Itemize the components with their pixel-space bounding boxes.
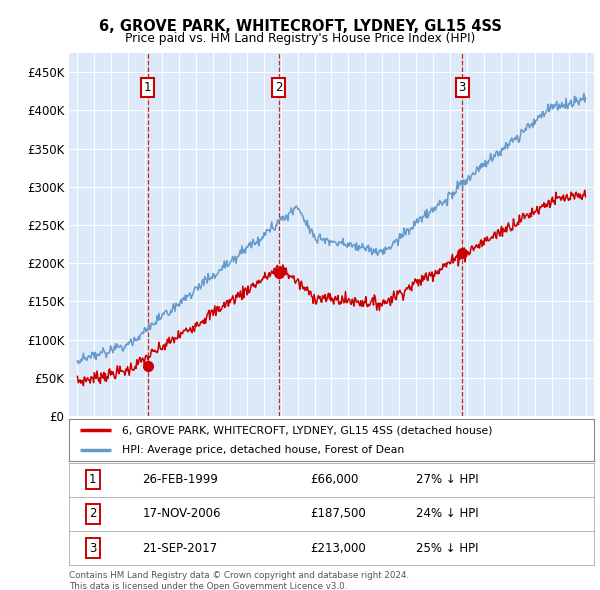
Text: £187,500: £187,500 [311, 507, 366, 520]
Text: Contains HM Land Registry data © Crown copyright and database right 2024.
This d: Contains HM Land Registry data © Crown c… [69, 571, 409, 590]
Text: 1: 1 [144, 81, 151, 94]
Text: 6, GROVE PARK, WHITECROFT, LYDNEY, GL15 4SS (detached house): 6, GROVE PARK, WHITECROFT, LYDNEY, GL15 … [121, 425, 492, 435]
Text: 17-NOV-2006: 17-NOV-2006 [143, 507, 221, 520]
Text: 1: 1 [89, 473, 97, 486]
Text: 2: 2 [275, 81, 283, 94]
Text: 21-SEP-2017: 21-SEP-2017 [143, 542, 218, 555]
Text: £66,000: £66,000 [311, 473, 359, 486]
Text: 3: 3 [458, 81, 466, 94]
Text: 24% ↓ HPI: 24% ↓ HPI [415, 507, 478, 520]
Text: 3: 3 [89, 542, 97, 555]
Text: £213,000: £213,000 [311, 542, 366, 555]
Text: 6, GROVE PARK, WHITECROFT, LYDNEY, GL15 4SS: 6, GROVE PARK, WHITECROFT, LYDNEY, GL15 … [98, 19, 502, 34]
Text: Price paid vs. HM Land Registry's House Price Index (HPI): Price paid vs. HM Land Registry's House … [125, 32, 475, 45]
Text: HPI: Average price, detached house, Forest of Dean: HPI: Average price, detached house, Fore… [121, 445, 404, 455]
Text: 27% ↓ HPI: 27% ↓ HPI [415, 473, 478, 486]
Text: 2: 2 [89, 507, 97, 520]
Text: 25% ↓ HPI: 25% ↓ HPI [415, 542, 478, 555]
Text: 26-FEB-1999: 26-FEB-1999 [143, 473, 218, 486]
